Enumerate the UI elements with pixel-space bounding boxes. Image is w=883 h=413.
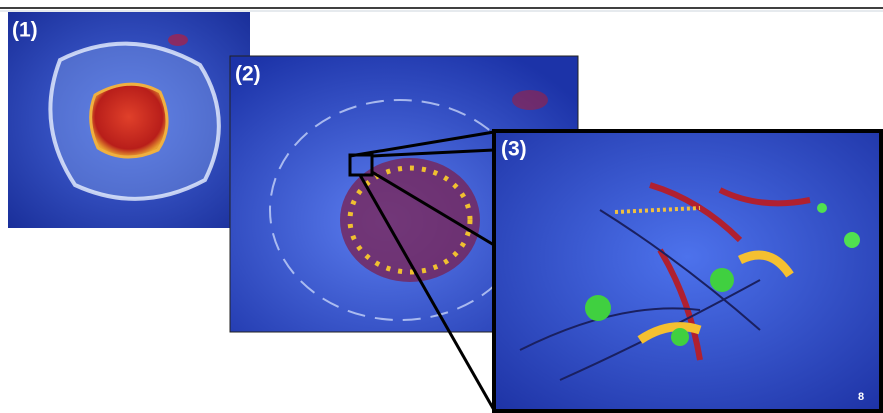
nucleus	[89, 82, 169, 159]
chromatin-mass	[340, 158, 480, 282]
zoom-lines	[349, 130, 496, 411]
green-complex	[844, 232, 860, 248]
green-complex	[817, 203, 827, 213]
chromatin-detail	[347, 165, 473, 275]
green-complex	[671, 328, 689, 346]
panel-3: (3) 8	[492, 129, 883, 413]
organelle	[168, 34, 188, 46]
panel-label: (3)	[501, 137, 527, 160]
microtubule	[614, 206, 701, 214]
chromosome	[649, 182, 811, 361]
panel-label: (2)	[235, 62, 261, 85]
panel-label: (1)	[12, 18, 38, 41]
protein-complex	[637, 250, 794, 344]
green-complex	[585, 295, 611, 321]
green-complex	[710, 268, 734, 292]
panel-1: (1)	[8, 12, 250, 228]
page-number: 8	[858, 391, 864, 403]
organelle	[512, 90, 548, 110]
